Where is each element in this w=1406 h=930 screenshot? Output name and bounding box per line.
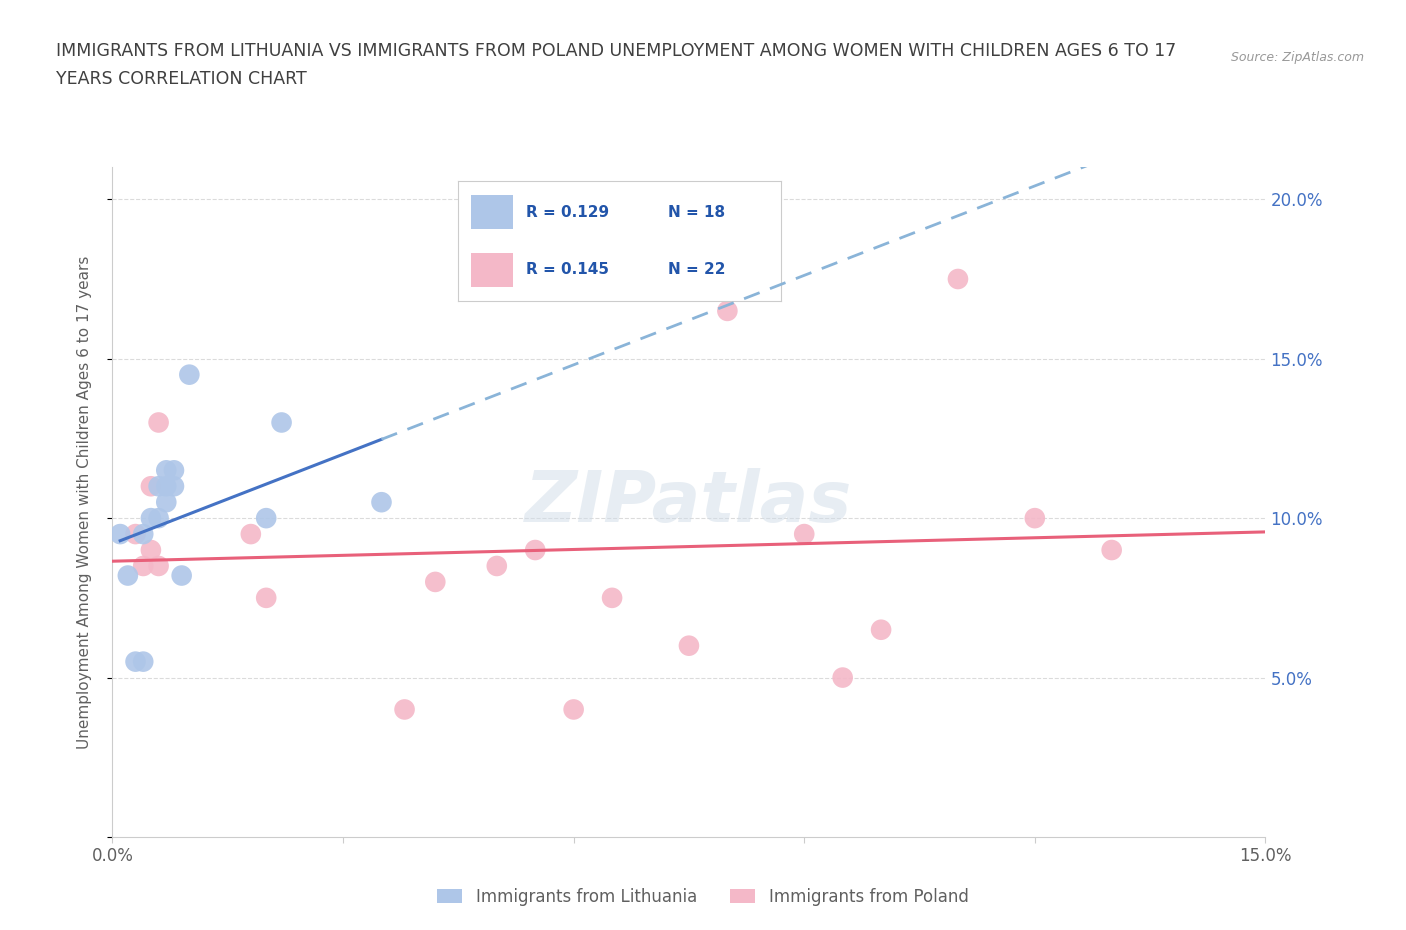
Point <box>394 702 416 717</box>
Point <box>870 622 893 637</box>
Point <box>124 654 146 669</box>
Point <box>425 575 447 590</box>
Point <box>139 479 162 494</box>
Point <box>148 479 170 494</box>
Point <box>946 272 969 286</box>
Point <box>108 526 131 541</box>
Point <box>254 591 277 605</box>
Point <box>239 526 262 541</box>
Point <box>170 568 193 583</box>
Point <box>179 367 201 382</box>
Point <box>139 542 162 557</box>
Point <box>270 415 292 430</box>
Point <box>1024 511 1046 525</box>
Text: ZIPatlas: ZIPatlas <box>526 468 852 537</box>
Point <box>132 526 155 541</box>
Point <box>1101 542 1123 557</box>
Text: IMMIGRANTS FROM LITHUANIA VS IMMIGRANTS FROM POLAND UNEMPLOYMENT AMONG WOMEN WIT: IMMIGRANTS FROM LITHUANIA VS IMMIGRANTS … <box>56 42 1177 60</box>
Point <box>148 511 170 525</box>
Point <box>124 526 146 541</box>
Point <box>793 526 815 541</box>
Point <box>139 511 162 525</box>
Legend: Immigrants from Lithuania, Immigrants from Poland: Immigrants from Lithuania, Immigrants fr… <box>430 881 976 912</box>
Point <box>370 495 392 510</box>
Point <box>716 303 738 318</box>
Point <box>117 568 139 583</box>
Point <box>163 463 186 478</box>
Text: Source: ZipAtlas.com: Source: ZipAtlas.com <box>1230 51 1364 64</box>
Point <box>148 559 170 574</box>
Point <box>562 702 585 717</box>
Point <box>524 542 547 557</box>
Point <box>831 671 853 685</box>
Point <box>132 559 155 574</box>
Y-axis label: Unemployment Among Women with Children Ages 6 to 17 years: Unemployment Among Women with Children A… <box>77 256 91 749</box>
Point <box>678 638 700 653</box>
Point <box>132 654 155 669</box>
Text: YEARS CORRELATION CHART: YEARS CORRELATION CHART <box>56 70 307 87</box>
Point <box>254 511 277 525</box>
Point <box>155 479 177 494</box>
Point <box>155 495 177 510</box>
Point <box>155 463 177 478</box>
Point <box>485 559 508 574</box>
Point <box>148 415 170 430</box>
Point <box>600 591 623 605</box>
Point <box>163 479 186 494</box>
